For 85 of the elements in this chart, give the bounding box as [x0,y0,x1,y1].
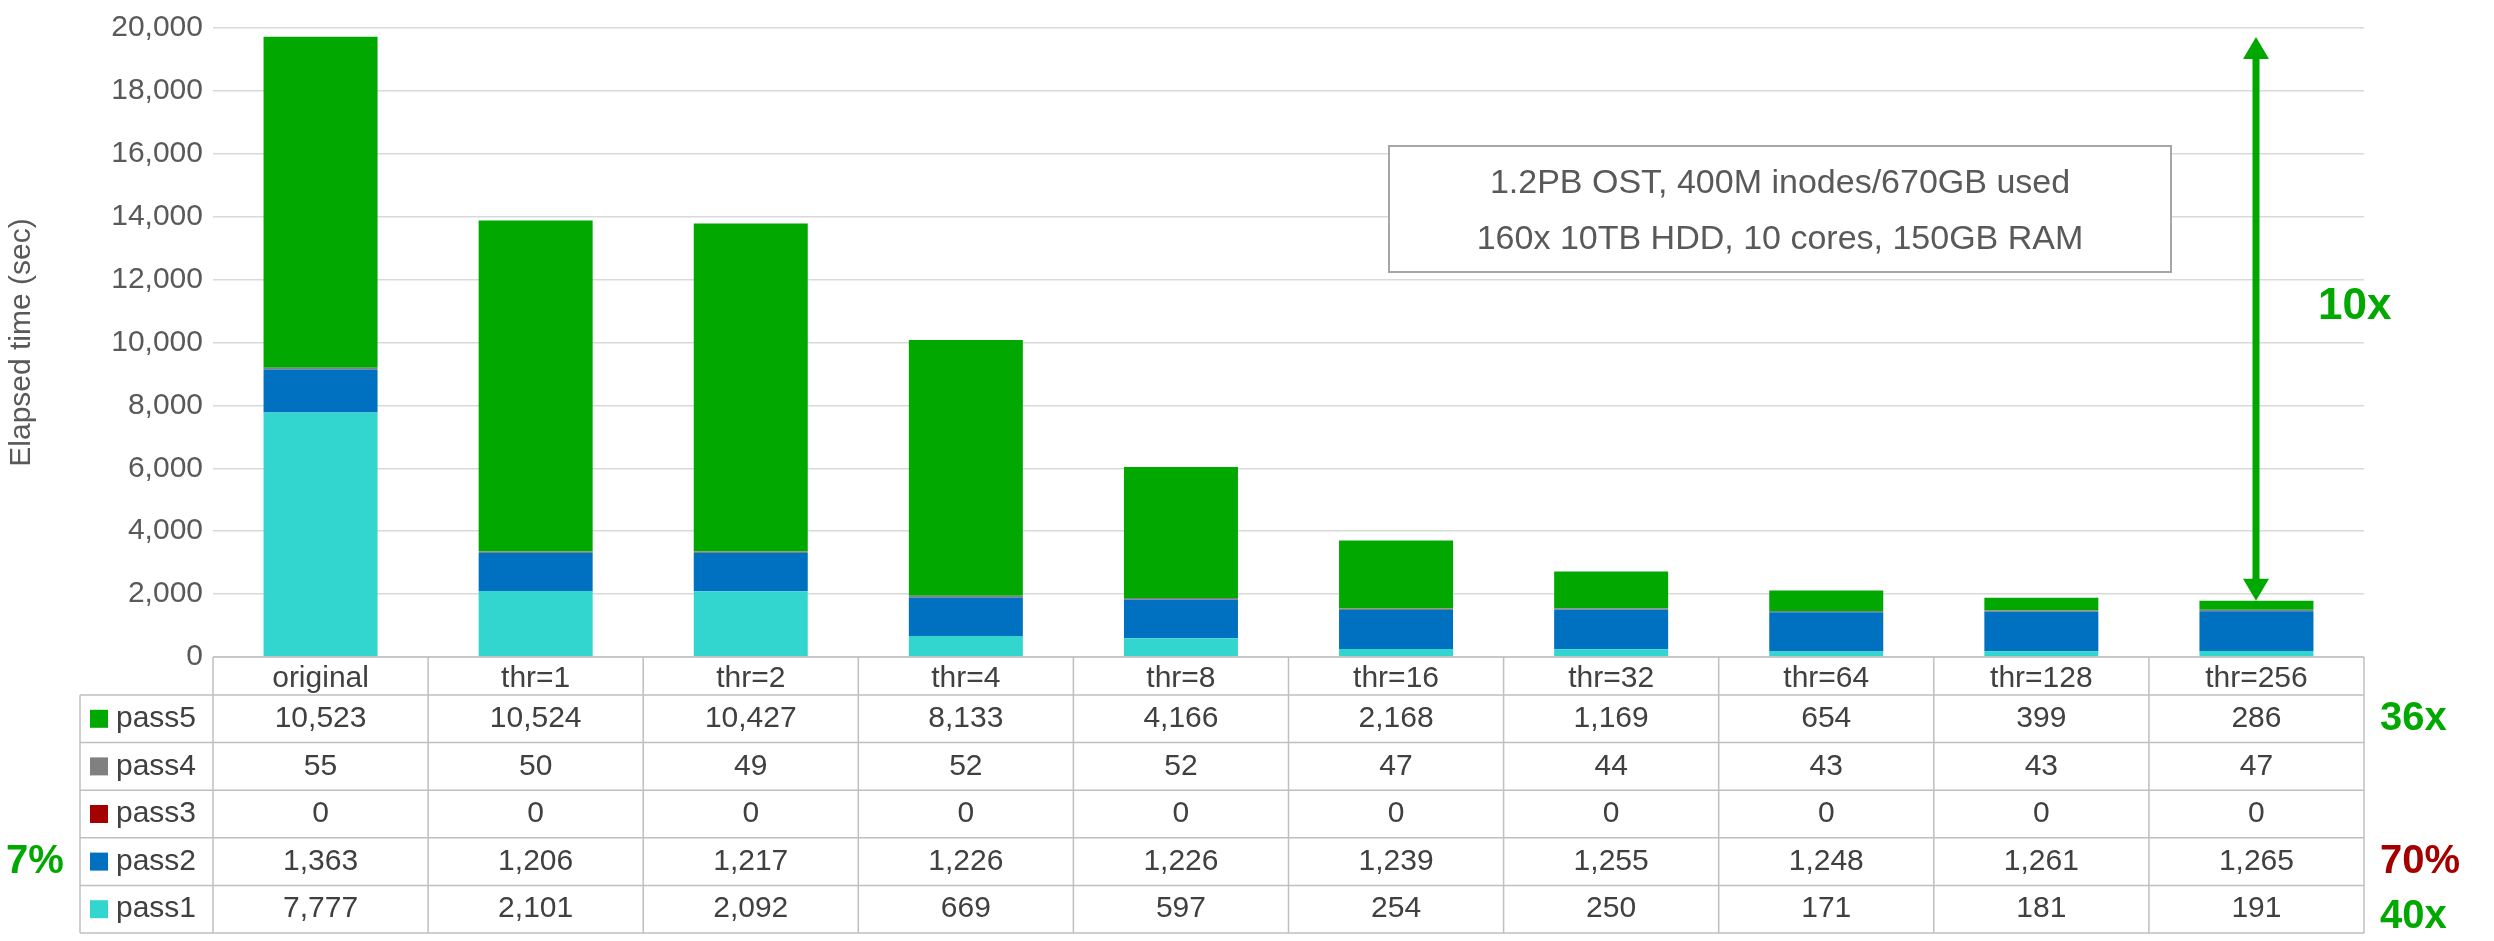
data-label: 0 [312,795,329,829]
x-tick-label: original [272,660,369,694]
data-label: 0 [2033,795,2050,829]
data-label: 0 [1387,795,1405,829]
data-label: 0 [742,795,760,829]
y-tick-label: 14,000 [111,197,203,231]
data-label: 49 [734,747,768,781]
y-tick-label: 4,000 [127,512,203,546]
text: 7% [6,836,64,881]
data-label: 10,427 [704,700,797,734]
data-label: 8,133 [928,700,1004,734]
text-box: 1.2PB OST, 400M inodes/670GB used 160x 10TB HDD, 10 cores, 150GB RAM [1388,145,2172,273]
legend-label: pass1 [116,890,197,924]
data-label: 0 [1602,795,1620,829]
y-axis-title: Elapsed time (sec) [3,218,37,467]
data-label: 0 [2248,795,2265,829]
data-label: 1,226 [928,842,1004,876]
annotation: 1.2PB OST, 400M inodes/670GB used [1488,161,2072,202]
data-label: 0 [527,795,544,829]
legend-label: pass4 [116,747,197,781]
annotation: 10x [2318,279,2392,329]
y-tick-label: 20,000 [111,9,203,43]
data-label: 2,092 [713,890,789,924]
data-label: 1,239 [1358,842,1434,876]
data-label: 0 [1817,795,1835,829]
y-tick-label: 16,000 [111,135,203,169]
text: 36x [2380,693,2447,738]
text: 40x [2380,892,2447,937]
data-label: 52 [949,747,983,781]
x-tick-label: thr=8 [1146,660,1216,694]
data-label: 1,226 [1143,842,1219,876]
x-tick-label: thr=1 [501,660,571,694]
legend-label: pass3 [116,795,197,829]
x-tick-label: thr=4 [931,660,1001,694]
data-label: 0 [957,795,975,829]
x-tick-label: thr=256 [2205,660,2308,694]
data-label: 191 [2231,890,2282,924]
y-tick-label: 12,000 [111,260,203,294]
data-label: 254 [1371,890,1422,924]
x-tick-label: thr=32 [1568,660,1655,694]
annotation: 160x 10TB HDD, 10 cores, 150GB RAM [1475,217,2085,258]
data-label: 7,777 [283,890,359,924]
data-label: 286 [2231,700,2282,734]
x-tick-label: thr=64 [1783,660,1870,694]
data-label: 10,524 [489,700,582,734]
data-label: 1,206 [498,842,574,876]
data-label: 2,168 [1358,700,1434,734]
data-label: 44 [1594,747,1628,781]
data-label: 47 [1379,747,1413,781]
data-label: 10,523 [274,700,367,734]
data-label: 43 [2024,747,2059,781]
y-tick-label: 6,000 [127,449,203,483]
data-label: 0 [1172,795,1190,829]
y-tick-label: 2,000 [127,575,203,609]
data-label: 1,363 [283,842,359,876]
data-label: 250 [1586,890,1637,924]
data-label: 1,169 [1573,700,1649,734]
legend-label: pass2 [116,842,197,876]
x-tick-label: thr=128 [1990,660,2093,694]
data-label: 55 [303,747,338,781]
data-label: 1,261 [2003,842,2079,876]
data-label: 47 [2239,747,2274,781]
y-tick-label: 10,000 [111,323,203,357]
data-label: 4,166 [1143,700,1219,734]
data-label: 597 [1155,890,1206,924]
data-label: 2,101 [498,890,574,924]
y-tick-label: 18,000 [111,72,203,106]
data-label: 1,248 [1788,842,1864,876]
data-label: 171 [1801,890,1852,924]
data-label: 1,217 [713,842,789,876]
y-tick-label: 8,000 [127,386,203,420]
data-label: 654 [1801,700,1852,734]
data-label: 1,265 [2218,842,2294,876]
x-tick-label: thr=2 [716,660,786,694]
data-label: 181 [2016,890,2067,924]
data-label: 52 [1164,747,1198,781]
data-label: 669 [940,890,991,924]
x-tick-label: thr=16 [1353,660,1439,694]
data-label: 1,255 [1573,842,1649,876]
text: 70% [2380,836,2461,881]
data-label: 43 [1809,747,1843,781]
data-label: 399 [2016,700,2067,734]
legend-label: pass5 [116,700,197,734]
y-tick-label: 0 [186,638,203,672]
data-label: 50 [518,747,553,781]
